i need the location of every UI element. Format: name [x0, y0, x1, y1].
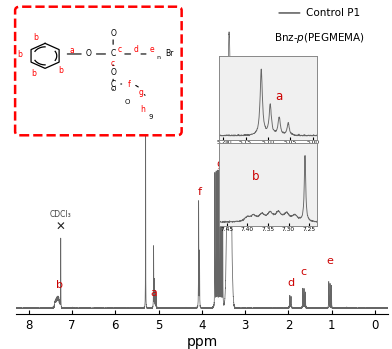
Text: d: d [287, 278, 294, 288]
X-axis label: ppm: ppm [186, 335, 218, 349]
Text: h: h [227, 63, 234, 73]
Text: a: a [150, 288, 157, 298]
Text: Bnz-$\it{p}$(PEGMEMA): Bnz-$\it{p}$(PEGMEMA) [274, 31, 365, 45]
Text: Control P1: Control P1 [306, 8, 360, 18]
Text: ✕: ✕ [141, 40, 151, 53]
Text: f: f [198, 187, 202, 197]
Text: DCM: DCM [137, 33, 154, 42]
Text: e: e [326, 255, 333, 266]
Text: c: c [301, 267, 307, 277]
Text: CDCl₃: CDCl₃ [50, 210, 72, 218]
Text: g: g [216, 159, 223, 169]
Text: ✕: ✕ [56, 221, 65, 234]
Text: b: b [56, 280, 64, 290]
